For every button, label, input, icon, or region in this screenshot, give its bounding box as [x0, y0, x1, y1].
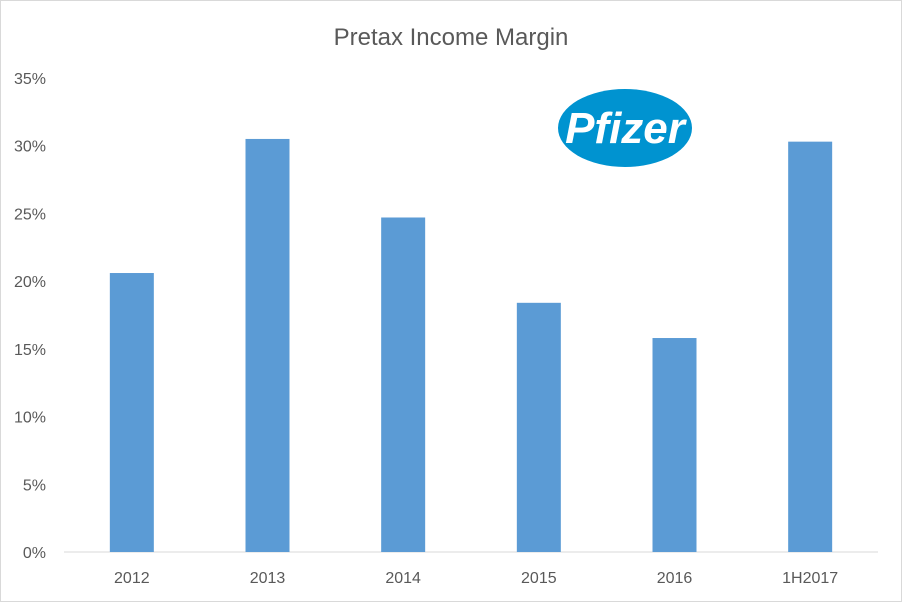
x-tick-label: 2014 — [385, 570, 421, 587]
bar-2016 — [652, 338, 697, 552]
x-tick-label: 1H2017 — [782, 570, 838, 587]
y-tick-label: 35% — [14, 71, 46, 88]
y-tick-label: 15% — [14, 342, 46, 359]
logo-ellipse — [558, 89, 692, 167]
y-tick-label: 20% — [14, 274, 46, 291]
y-tick-label: 5% — [23, 477, 46, 494]
bar-2013 — [245, 138, 290, 552]
bar-2012 — [109, 273, 154, 552]
pfizer-logo: Pfizer — [558, 89, 692, 167]
y-tick-label: 30% — [14, 139, 46, 156]
y-tick-label: 10% — [14, 410, 46, 427]
bar-series — [109, 138, 833, 552]
y-axis: 0% 5% 10% 15% 20% 25% 30% 35% — [14, 71, 46, 562]
x-tick-label: 2015 — [521, 570, 557, 587]
logo-text: Pfizer — [565, 104, 688, 153]
x-tick-label: 2012 — [114, 570, 150, 587]
x-axis: 2012 2013 2014 2015 2016 1H2017 — [114, 570, 838, 587]
x-tick-label: 2016 — [657, 570, 693, 587]
x-tick-label: 2013 — [250, 570, 286, 587]
bar-2014 — [381, 217, 426, 552]
bar-2015 — [516, 302, 561, 552]
chart-title: Pretax Income Margin — [334, 24, 569, 51]
y-tick-label: 25% — [14, 206, 46, 223]
bar-1H2017 — [788, 141, 833, 552]
y-tick-label: 0% — [23, 545, 46, 562]
